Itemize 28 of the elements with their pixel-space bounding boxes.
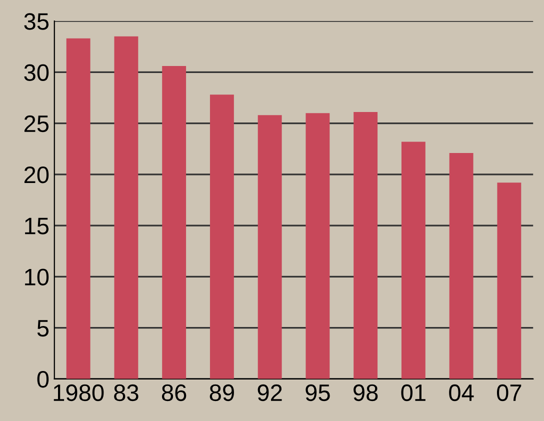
bar (497, 182, 522, 379)
y-tick-label: 30 (24, 64, 49, 81)
y-tick-label: 20 (24, 166, 49, 184)
bar (162, 66, 186, 379)
y-tick-label: 35 (24, 13, 49, 30)
bar (401, 142, 426, 379)
bar (258, 115, 282, 379)
bar (449, 152, 474, 379)
y-tick-label: 15 (25, 218, 49, 234)
bar (306, 113, 330, 379)
x-tick-label: 83 (114, 384, 138, 402)
y-tick-label: 10 (25, 268, 49, 286)
x-tick-label: 89 (210, 384, 234, 402)
bar (210, 94, 234, 379)
bar (114, 36, 138, 379)
bar (66, 38, 90, 379)
x-tick-label: 98 (354, 384, 378, 402)
y-tick-label: 25 (24, 115, 49, 132)
y-tick-label: 0 (37, 370, 49, 388)
x-tick-label: 86 (162, 384, 186, 402)
x-tick-label: 1980 (54, 384, 104, 402)
y-tick-label: 5 (37, 320, 49, 337)
x-tick-label: 92 (258, 384, 282, 402)
bar (354, 112, 378, 379)
x-tick-label: 01 (401, 384, 426, 402)
x-tick-label: 95 (306, 384, 330, 402)
x-tick-label: 07 (496, 384, 522, 402)
x-tick-label: 04 (449, 384, 474, 402)
